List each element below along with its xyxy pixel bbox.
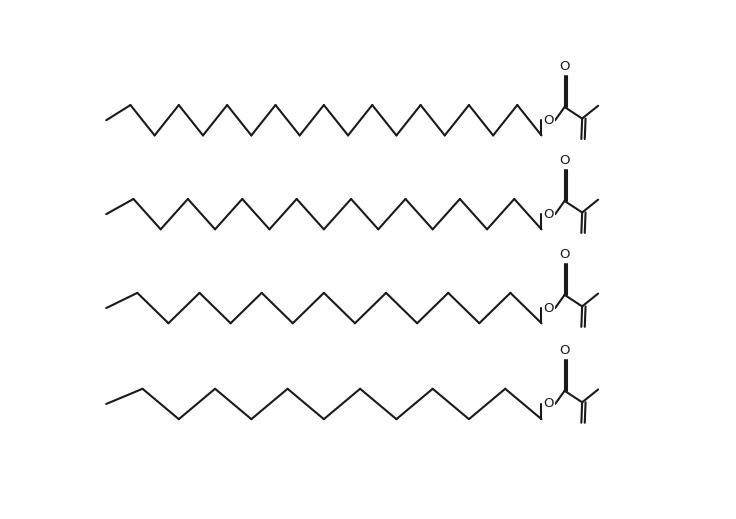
Text: O: O (559, 344, 570, 357)
Text: O: O (559, 248, 570, 261)
Text: O: O (543, 114, 553, 127)
Text: O: O (559, 60, 570, 73)
Text: O: O (543, 302, 553, 315)
Text: O: O (559, 154, 570, 167)
Text: O: O (543, 398, 553, 411)
Text: O: O (543, 208, 553, 221)
